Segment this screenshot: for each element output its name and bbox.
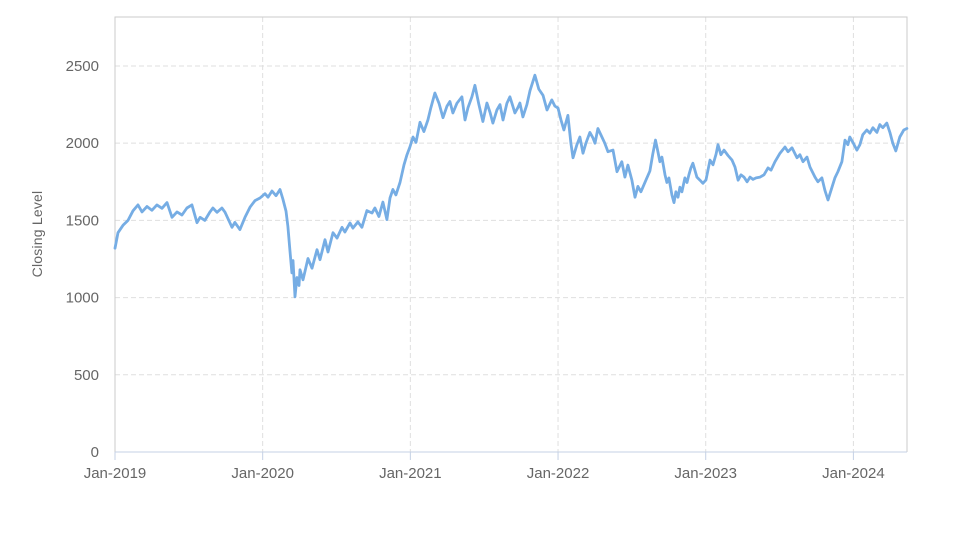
plot-border	[114, 16, 908, 452]
y-tick-label: 0	[91, 444, 99, 461]
plot-area	[115, 17, 907, 452]
x-tick-label: Jan-2019	[84, 465, 147, 482]
series-line	[113, 73, 909, 299]
x-tick-label: Jan-2020	[231, 465, 294, 482]
x-tick-label: Jan-2023	[674, 465, 737, 482]
y-tick-label: 1500	[66, 212, 99, 229]
y-tick-label: 2500	[66, 58, 99, 75]
y-axis-title: Closing Level	[29, 190, 45, 278]
y-tick-label: 2000	[66, 135, 99, 152]
x-tick-label: Jan-2024	[822, 465, 885, 482]
y-tick-label: 1000	[66, 290, 99, 307]
y-tick-label: 500	[74, 367, 99, 384]
x-tick-label: Jan-2022	[527, 465, 590, 482]
x-tick-label: Jan-2021	[379, 465, 442, 482]
